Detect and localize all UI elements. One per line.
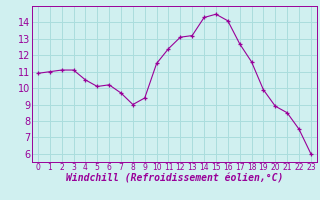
X-axis label: Windchill (Refroidissement éolien,°C): Windchill (Refroidissement éolien,°C) [66,174,283,184]
